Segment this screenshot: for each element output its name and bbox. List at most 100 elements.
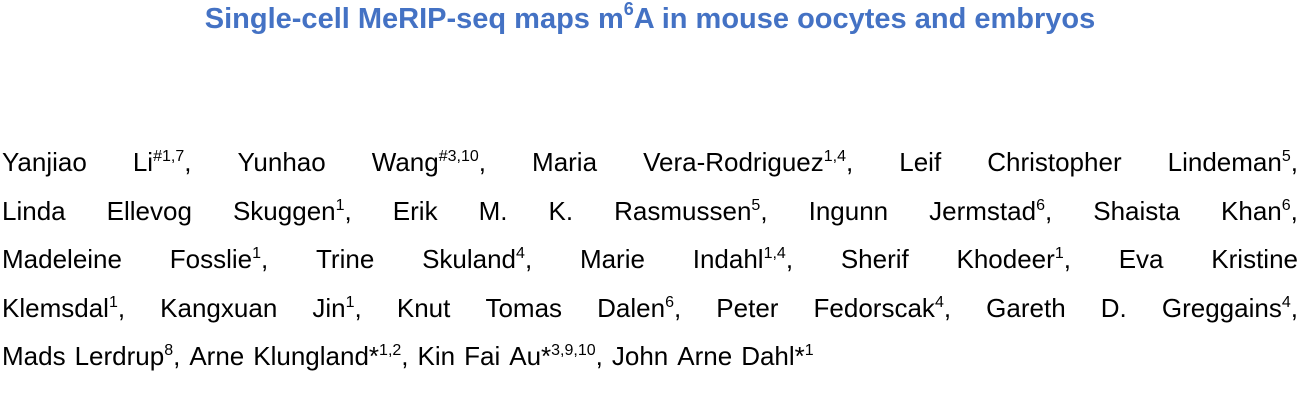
author-name-text: Au*: [509, 341, 552, 371]
author-name-part: Klungland*1,2,: [253, 341, 408, 371]
author-name-text: Gareth: [986, 292, 1066, 323]
author-name-text: Greggains: [1161, 292, 1282, 323]
author-name-part: Vera-Rodriguez1,4,: [643, 138, 853, 187]
title-text-after: A in mouse oocytes and embryos: [633, 3, 1096, 35]
author-name-text: Arne: [677, 341, 733, 371]
author-name-text: Jermstad: [929, 195, 1037, 226]
author-name-part: D.: [1101, 284, 1127, 333]
author-separator: ,: [354, 292, 362, 323]
author-name-part: Li#1,7,: [133, 138, 192, 187]
author-separator: ,: [173, 341, 181, 371]
author-name-text: Trine: [316, 244, 375, 274]
author-name-part: Eva: [1119, 235, 1164, 284]
author-name-text: Madeleine: [2, 244, 122, 274]
affiliation-superscript: 6: [1036, 196, 1045, 214]
author-name-text: Fosslie: [169, 244, 253, 274]
author-name-part: Leif: [899, 138, 941, 187]
affiliation-superscript: 8: [164, 342, 174, 359]
affiliation-superscript: 1: [1054, 245, 1064, 262]
author-name-text: Khan: [1221, 195, 1282, 226]
author-name-text: Marie: [579, 244, 645, 274]
author-name-text: Kin: [417, 341, 456, 371]
author-name-part: K.: [549, 187, 574, 236]
author-name-part: Ellevog: [107, 187, 192, 236]
author-name-part: Yunhao: [238, 138, 326, 187]
author-name-part: Shaista: [1093, 187, 1180, 236]
affiliation-superscript: 4: [1281, 293, 1291, 311]
author-name-text: Kangxuan: [160, 292, 278, 323]
author-separator: ,: [673, 292, 682, 323]
author-name-part: Au*3,9,10,: [509, 341, 603, 371]
author-name-text: Christopher: [987, 147, 1122, 177]
author-separator: ,: [117, 292, 126, 323]
author-separator: ,: [478, 147, 486, 177]
author-name-text: Li: [132, 147, 154, 177]
author-separator: ,: [184, 147, 192, 177]
author-name-part: Jin1,: [312, 284, 361, 333]
author-line: Madeleine Fosslie1, Trine Skuland4, Marie Ind…: [2, 235, 1298, 284]
author-name-text: Leif: [899, 147, 942, 177]
author-name-text: Rasmussen: [614, 195, 752, 226]
author-separator: ,: [845, 147, 854, 177]
author-separator: ,: [943, 292, 952, 323]
author-name-text: Ingunn: [808, 195, 889, 226]
author-name-text: Shaista: [1093, 195, 1180, 226]
affiliation-superscript: 1: [252, 245, 262, 262]
author-name-part: Tomas: [485, 284, 562, 333]
affiliation-superscript: 5: [1281, 148, 1291, 165]
author-name-text: Wang: [371, 147, 439, 177]
author-separator: ,: [344, 195, 352, 226]
author-name-part: Mads: [2, 341, 66, 371]
author-separator: ,: [760, 195, 768, 226]
affiliation-superscript: 4: [934, 293, 944, 311]
author-name-text: Tomas: [485, 292, 563, 323]
author-name-part: Dahl*1: [741, 341, 814, 371]
author-line: Linda Ellevog Skuggen1, Erik M. K. Rasmussen5,…: [2, 187, 1298, 236]
author-name-part: Lerdrup8,: [75, 341, 181, 371]
author-name-text: Peter: [716, 292, 779, 323]
author-separator: ,: [1290, 195, 1298, 226]
author-name-part: Linda: [2, 187, 66, 236]
author-name-text: Dahl*: [741, 341, 805, 371]
affiliation-superscript: 6: [665, 293, 674, 311]
author-name-text: Jin: [312, 292, 346, 323]
affiliation-superscript: 3,9,10: [551, 342, 596, 359]
paper-title: Single-cell MeRIP-seq maps m6A in mouse …: [0, 0, 1300, 36]
author-name-text: Mads: [2, 341, 66, 371]
author-name-part: Gareth: [986, 284, 1066, 333]
author-name-text: Lerdrup: [74, 341, 165, 371]
author-name-part: Arne: [189, 341, 244, 371]
affiliation-superscript: 1,2: [379, 342, 402, 359]
author-separator: ,: [1063, 244, 1071, 274]
author-name-part: Madeleine: [2, 235, 122, 284]
affiliation-superscript: 1: [335, 196, 345, 214]
author-name-part: Knut: [397, 284, 451, 333]
author-name-text: Yanjiao: [2, 147, 87, 177]
author-name-part: Khodeer1,: [957, 235, 1071, 284]
author-separator: ,: [785, 244, 794, 274]
author-name-part: Kin: [418, 341, 456, 371]
author-name-part: Wang#3,10,: [372, 138, 486, 187]
author-name-text: Eva: [1118, 244, 1164, 274]
author-name-part: Lindeman5,: [1168, 138, 1298, 187]
author-name-part: Ingunn: [809, 187, 889, 236]
author-separator: ,: [261, 244, 269, 274]
affiliation-superscript: 1: [345, 293, 355, 311]
author-name-text: Erik: [392, 195, 438, 226]
author-name-part: Indahl1,4,: [693, 235, 793, 284]
author-name-part: Rasmussen5,: [614, 187, 767, 236]
author-separator: ,: [1290, 147, 1298, 177]
author-name-part: Kristine: [1211, 235, 1298, 284]
author-name-text: Dalen: [597, 292, 666, 323]
affiliation-superscript: 1,4: [823, 148, 846, 165]
author-name-part: Skuggen1,: [233, 187, 352, 236]
author-name-part: Erik: [393, 187, 438, 236]
author-name-part: Fedorscak4,: [814, 284, 952, 333]
author-name-text: Skuland: [422, 244, 517, 274]
author-name-text: Vera-Rodriguez: [643, 147, 824, 177]
author-separator: ,: [1044, 195, 1053, 226]
author-separator: ,: [595, 341, 603, 371]
author-separator: ,: [401, 341, 409, 371]
author-name-part: Khan6,: [1221, 187, 1298, 236]
author-name-part: Trine: [316, 235, 374, 284]
